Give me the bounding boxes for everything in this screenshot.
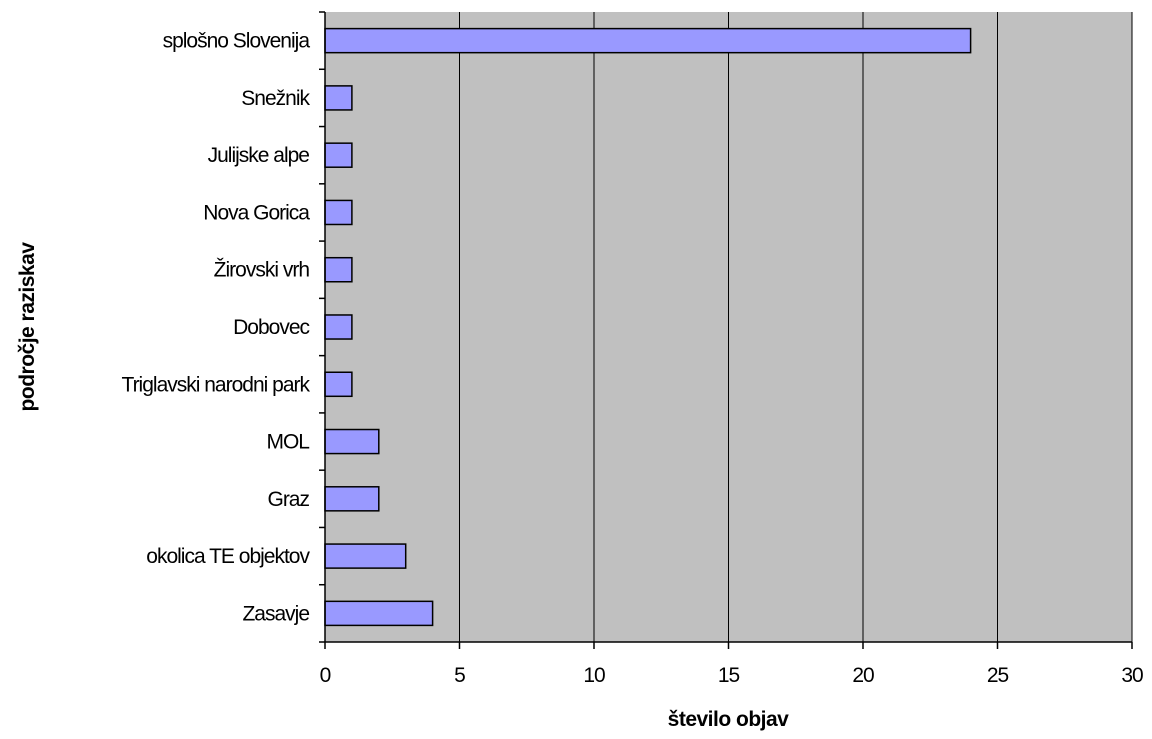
y-tick-label: Nova Gorica	[203, 201, 310, 224]
bar	[324, 314, 353, 340]
bar	[324, 371, 353, 398]
y-tick-labels: splošno Slovenija Snežnik Julijske alpe Nov…	[122, 30, 312, 626]
x-tick-label: 15	[718, 664, 740, 687]
axes	[319, 11, 1133, 649]
y-tick-label: splošno Slovenija	[163, 30, 311, 53]
bar	[324, 85, 353, 111]
y-tick-label: Zasavje	[242, 602, 309, 625]
bars	[324, 27, 972, 627]
y-tick-label: Dobovec	[233, 316, 309, 339]
x-tick-label: 0	[320, 664, 331, 687]
y-tick-label: MOL	[266, 431, 309, 454]
bar	[324, 27, 972, 54]
y-tick-label: Julijske alpe	[208, 144, 310, 167]
y-tick-label: Žirovski vrh	[214, 259, 310, 282]
y-tick-label: okolica TE objektov	[146, 545, 310, 568]
bar	[324, 428, 380, 455]
gridlines	[459, 12, 1133, 642]
x-tick-label: 10	[583, 664, 605, 687]
bar	[324, 600, 434, 627]
y-tick-label: Graz	[267, 488, 309, 511]
bar	[324, 199, 353, 226]
y-tick-label: Triglavski narodni park	[122, 373, 311, 396]
x-tick-label: 20	[852, 664, 874, 687]
x-tick-label: 25	[987, 664, 1009, 687]
x-tick-label: 5	[454, 664, 465, 687]
y-tick-label: Snežnik	[241, 87, 310, 110]
bar	[324, 486, 380, 512]
y-axis-title: področje raziskav	[16, 242, 39, 412]
x-axis-title: število objav	[668, 708, 790, 731]
x-tick-labels: 0 5 10 15 20 25 30	[320, 664, 1144, 687]
bar	[324, 543, 407, 569]
bar	[324, 256, 353, 283]
x-tick-label: 30	[1121, 664, 1143, 687]
bar	[324, 142, 353, 168]
